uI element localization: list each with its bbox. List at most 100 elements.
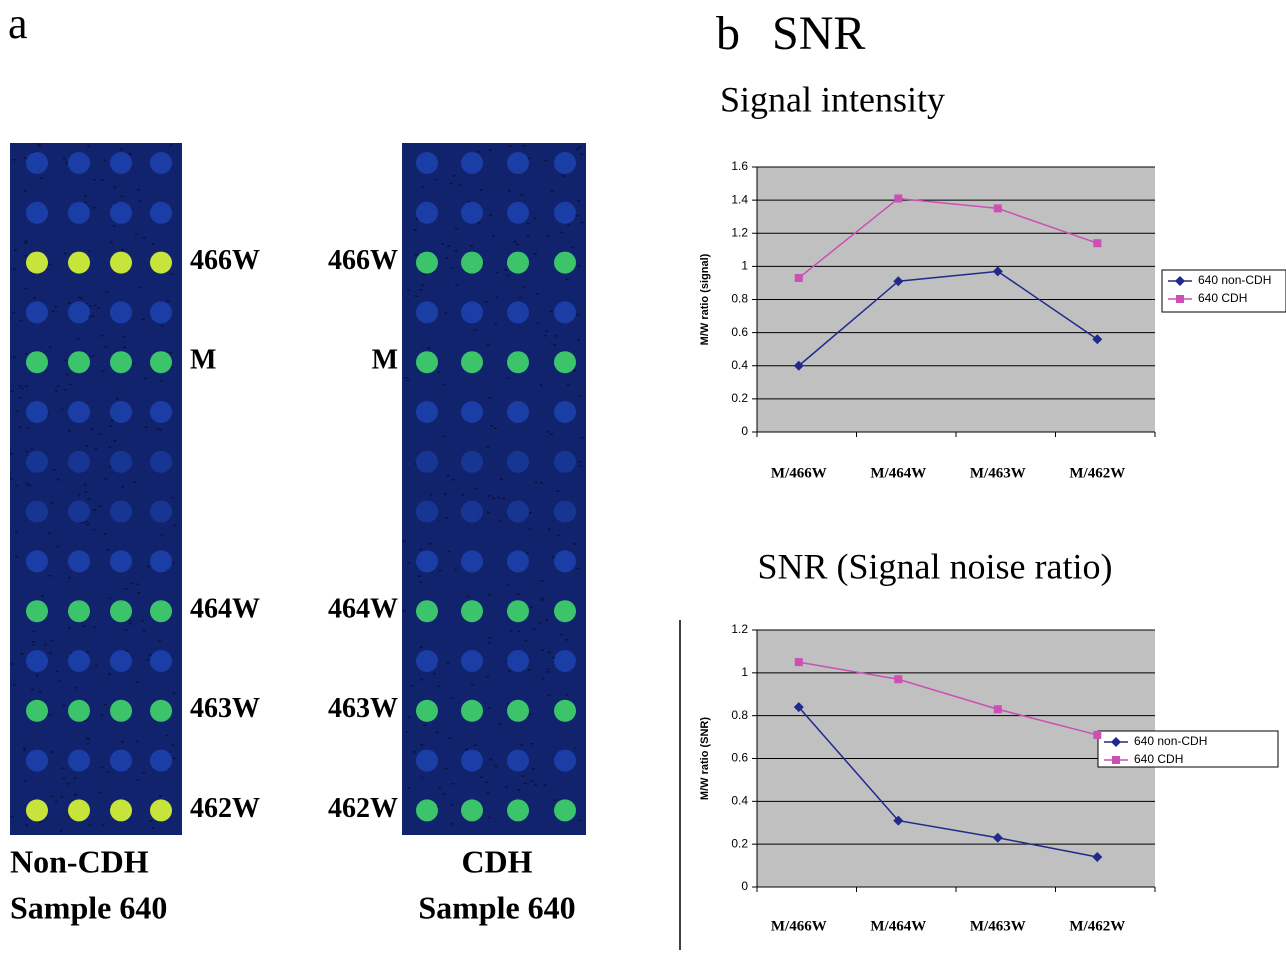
noise — [87, 743, 90, 745]
noise — [16, 411, 19, 413]
noise — [23, 749, 26, 751]
noise — [576, 568, 579, 570]
noise — [129, 623, 132, 625]
noise — [160, 534, 163, 536]
noise — [129, 620, 132, 622]
noise — [121, 249, 124, 251]
noise — [24, 190, 27, 192]
noise — [137, 189, 140, 191]
noise — [499, 723, 502, 725]
spot — [507, 650, 529, 672]
noise — [578, 820, 581, 822]
noise — [109, 426, 112, 428]
noise — [159, 380, 162, 382]
noise — [441, 243, 444, 245]
noise — [128, 153, 131, 155]
noise — [471, 684, 474, 686]
noise — [136, 681, 139, 683]
noise — [36, 675, 39, 677]
noise — [552, 556, 555, 558]
noise — [520, 744, 523, 746]
noise — [447, 475, 450, 477]
noise — [106, 549, 109, 551]
noise — [13, 356, 16, 358]
noise — [38, 145, 41, 147]
y-tick-label: 0 — [741, 424, 748, 438]
spot — [554, 550, 576, 572]
spot — [554, 700, 576, 722]
noise — [20, 320, 23, 322]
panel-label: b — [716, 7, 740, 60]
noise — [541, 580, 544, 582]
spot — [507, 301, 529, 323]
spot — [26, 202, 48, 224]
array-caption: Sample 640 — [10, 889, 167, 925]
noise — [546, 668, 549, 670]
noise — [530, 743, 533, 745]
noise — [553, 799, 556, 801]
noise — [540, 599, 543, 601]
spot — [416, 252, 438, 274]
noise — [135, 741, 138, 743]
legend-label: 640 non-CDH — [1198, 273, 1271, 287]
spot — [26, 152, 48, 174]
noise — [24, 288, 27, 290]
noise — [487, 511, 490, 513]
noise — [524, 640, 527, 642]
noise — [101, 179, 104, 181]
spot — [150, 700, 172, 722]
spot — [554, 799, 576, 821]
spot — [461, 401, 483, 423]
spot — [26, 750, 48, 772]
noise — [556, 490, 559, 492]
noise — [486, 676, 489, 678]
noise — [490, 425, 493, 427]
noise — [579, 461, 582, 463]
noise — [455, 228, 458, 230]
x-tick-label: M/464W — [870, 465, 926, 481]
noise — [24, 242, 27, 244]
array-image — [402, 143, 586, 835]
noise — [443, 793, 446, 795]
spot — [150, 301, 172, 323]
noise — [567, 384, 570, 386]
noise — [15, 531, 18, 533]
noise — [504, 269, 507, 271]
spot — [68, 750, 90, 772]
noise — [58, 681, 61, 683]
spot — [150, 351, 172, 373]
noise — [479, 189, 482, 191]
spot — [507, 202, 529, 224]
spot — [416, 750, 438, 772]
noise — [494, 428, 497, 430]
noise — [38, 144, 41, 146]
noise — [562, 175, 565, 177]
spot — [68, 301, 90, 323]
row-label: 463W — [328, 693, 398, 724]
noise — [543, 335, 546, 337]
noise — [151, 827, 154, 829]
noise — [108, 446, 111, 448]
noise — [74, 794, 77, 796]
noise — [108, 673, 111, 675]
noise — [31, 689, 34, 691]
spot — [507, 550, 529, 572]
noise — [25, 353, 28, 355]
noise — [517, 594, 520, 596]
spot — [507, 351, 529, 373]
y-tick-label: 0.8 — [731, 708, 748, 722]
noise — [415, 254, 418, 256]
noise — [406, 731, 409, 733]
array-caption: CDH — [461, 843, 532, 879]
noise — [20, 653, 23, 655]
spot — [68, 451, 90, 473]
spot — [150, 451, 172, 473]
noise — [63, 158, 66, 160]
legend-label: 640 CDH — [1134, 752, 1183, 766]
noise — [33, 641, 36, 643]
noise — [94, 448, 97, 450]
noise — [444, 312, 447, 314]
noise — [565, 694, 568, 696]
spot — [461, 451, 483, 473]
noise — [437, 686, 440, 688]
